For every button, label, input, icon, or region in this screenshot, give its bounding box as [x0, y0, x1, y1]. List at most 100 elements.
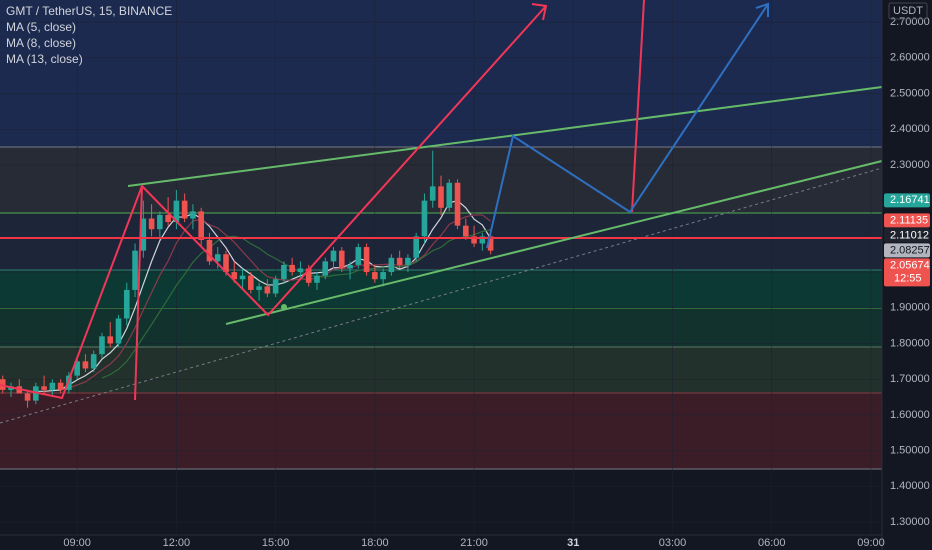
candle-body — [281, 264, 287, 280]
candle-body — [372, 272, 378, 280]
candle-body — [107, 336, 114, 344]
price-tag — [884, 213, 930, 228]
y-tick-label: 1.60000 — [890, 409, 930, 421]
price-tag-label: 2.08257 — [890, 244, 930, 256]
drawings — [0, 0, 883, 424]
zone — [0, 347, 882, 393]
indicator: MA (8, close) — [6, 36, 76, 50]
indicator: MA (5, close) — [6, 20, 76, 34]
blue-path — [486, 3, 769, 249]
candle-body — [181, 200, 188, 219]
price-tag — [884, 228, 930, 243]
candle-body — [421, 200, 428, 237]
price-tag — [884, 193, 930, 208]
candle-body — [99, 336, 105, 355]
candle-body — [429, 186, 436, 201]
x-tick-label: 15:00 — [262, 537, 290, 549]
candle-body — [463, 225, 469, 237]
candle-body — [438, 186, 444, 208]
price-tag-label: 2.11135 — [890, 214, 928, 226]
zone — [0, 393, 882, 469]
candle-body — [190, 211, 196, 219]
candle-body — [454, 182, 461, 226]
red-arrowhead — [531, 3, 548, 21]
chart-title: GMT / TetherUS, 15, BINANCE — [6, 4, 172, 18]
y-tick-label: 1.40000 — [890, 480, 930, 492]
candle-body — [479, 236, 486, 244]
y-tick-label: 1.70000 — [890, 373, 930, 385]
candle-body — [140, 218, 147, 251]
countdown: 12:55 — [894, 272, 922, 284]
candle-body — [248, 275, 254, 290]
candle-body — [206, 239, 213, 262]
unit-box — [888, 2, 928, 20]
candle-body — [132, 250, 138, 290]
candle-body — [355, 247, 362, 265]
candle-body — [239, 275, 246, 280]
y-tick-label: 1.80000 — [890, 337, 930, 349]
indicator: MA (13, close) — [6, 52, 83, 66]
price-tag-label: 2.11012 — [890, 229, 929, 241]
x-tick-label: 09:00 — [857, 537, 885, 549]
candle-body — [115, 318, 122, 344]
red-wick-line — [134, 185, 143, 401]
candle-body — [405, 257, 411, 265]
grid — [0, 0, 882, 535]
candle-body — [0, 379, 6, 390]
candle-body — [214, 254, 221, 262]
x-tick-label: 18:00 — [361, 537, 389, 549]
candle-body — [173, 200, 180, 223]
zone — [0, 213, 882, 270]
candle-body — [487, 236, 494, 251]
candle-body — [297, 268, 304, 273]
ma-line — [35, 200, 492, 392]
candle-body — [363, 247, 370, 273]
marker — [281, 304, 287, 310]
candle-body — [57, 382, 64, 390]
candle-body — [165, 214, 171, 223]
y-tick-label: 2.30000 — [890, 159, 930, 171]
candle-body — [231, 272, 238, 280]
y-tick-label: 1.50000 — [890, 445, 930, 457]
candle-body — [24, 393, 31, 401]
candle-body — [223, 254, 229, 273]
x-tick-label: 03:00 — [659, 537, 687, 549]
candle-body — [123, 289, 130, 319]
y-tick-label: 1.30000 — [890, 516, 930, 528]
axis-labels: 1.30000 1.40000 1.50000 1.60000 1.70000 1.800… — [63, 16, 930, 549]
x-tick-label: 06:00 — [758, 537, 786, 549]
axis-unit: USDT — [893, 5, 923, 17]
candle-body — [314, 275, 320, 283]
candle-body — [148, 218, 155, 230]
candle-body — [272, 279, 279, 294]
candle-body — [446, 182, 453, 208]
candle-body — [322, 261, 329, 276]
y-tick-label: 2.50000 — [890, 87, 930, 99]
candle-body — [66, 375, 72, 390]
y-tick-label: 2.40000 — [890, 123, 930, 135]
candle-body — [82, 361, 89, 369]
price-tag — [884, 243, 930, 258]
candle-body — [157, 214, 163, 230]
candle-body — [74, 361, 80, 376]
candle-body — [90, 354, 97, 369]
upper-trend — [127, 86, 883, 187]
candle-body — [347, 264, 353, 269]
blue-arrowhead — [755, 2, 769, 17]
y-tick-label: 2.70000 — [890, 16, 930, 28]
x-tick-label: 09:00 — [63, 537, 91, 549]
candle-body — [380, 272, 386, 280]
zone — [0, 308, 882, 347]
x-tick-label: 12:00 — [163, 537, 191, 549]
candle-body — [413, 236, 419, 258]
candle-body — [388, 257, 395, 273]
y-tick-label: 2.60000 — [890, 52, 930, 64]
ma-line — [101, 229, 491, 379]
candle-body — [330, 250, 337, 262]
red-line — [631, 0, 645, 213]
candle-body — [49, 382, 56, 390]
candle-body — [198, 211, 205, 240]
price-tag-label: 2.16741 — [890, 194, 930, 206]
candle-body — [41, 386, 47, 390]
